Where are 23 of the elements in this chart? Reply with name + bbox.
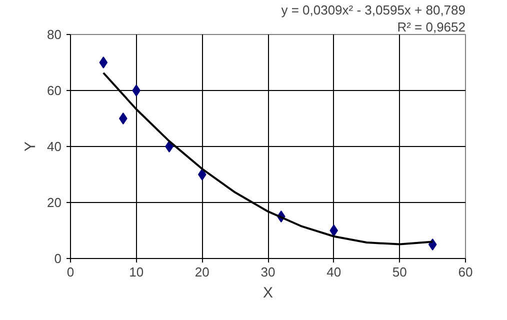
- x-tick-label: 10: [129, 264, 144, 280]
- point: [428, 238, 437, 250]
- point: [198, 168, 206, 180]
- point: [165, 140, 174, 152]
- y-tick-label: 80: [47, 27, 62, 42]
- annotation: R² = 0,9652: [397, 20, 466, 34]
- point: [330, 224, 338, 236]
- point: [119, 112, 128, 124]
- x-tick-label: 0: [66, 264, 74, 280]
- y-tick-label: 0: [54, 251, 62, 266]
- x-tick-label: 60: [458, 264, 473, 280]
- text: y = 0,0309x² - 3,0595x + 80,789: [281, 2, 466, 18]
- y-tick-label: 20: [47, 195, 62, 210]
- x-axis-title: X: [263, 284, 274, 302]
- point: [132, 84, 140, 96]
- x-tick-label: 20: [194, 264, 210, 280]
- y-tick-label: 60: [47, 83, 62, 98]
- point: [99, 56, 108, 68]
- x-tick-label: 50: [392, 264, 407, 280]
- x-tick-label: 30: [260, 264, 276, 280]
- x-tick-label: 40: [326, 264, 342, 280]
- y-tick-label: 40: [47, 139, 62, 154]
- y-axis-title: Y: [22, 141, 40, 152]
